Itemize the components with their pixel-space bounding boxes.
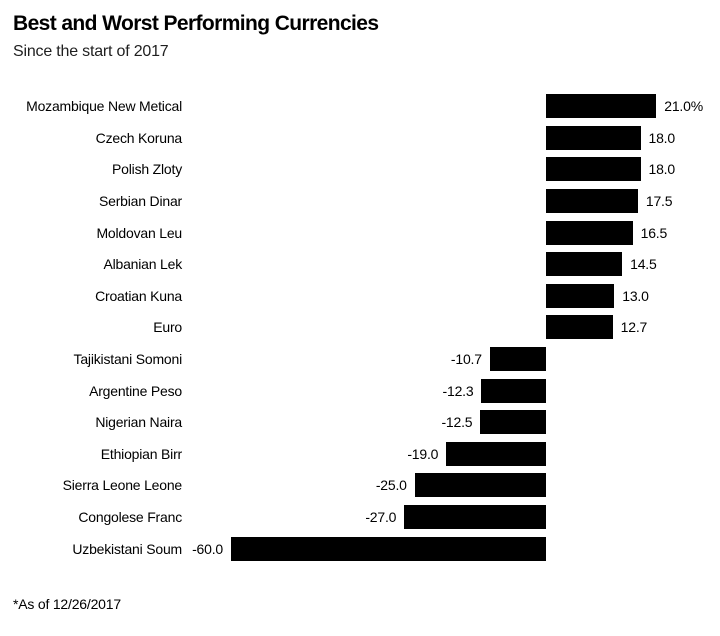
bar-row: Polish Zloty 18.0 — [0, 154, 720, 186]
bar — [546, 252, 623, 277]
bar-row: Serbian Dinar 17.5 — [0, 185, 720, 217]
value-label: 18.0 — [648, 161, 676, 178]
category-label: Albanian Lek — [103, 256, 182, 273]
category-label: Congolese Franc — [78, 509, 182, 526]
category-label: Tajikistani Somoni — [73, 351, 183, 368]
bar-chart-plot-area: Mozambique New Metical 21.0% Czech Koruna 1… — [0, 91, 720, 565]
bar — [404, 505, 546, 530]
category-label: Sierra Leone Leone — [62, 477, 183, 494]
bar — [481, 378, 546, 403]
bar — [546, 283, 615, 308]
value-label: 18.0 — [648, 129, 676, 146]
bar — [546, 94, 657, 119]
bar-row: Croatian Kuna 13.0 — [0, 280, 720, 312]
category-label: Polish Zloty — [112, 161, 182, 178]
bar — [480, 410, 546, 435]
value-label: 21.0% — [664, 98, 703, 115]
value-label: 16.5 — [640, 224, 668, 241]
category-label: Uzbekistani Soum — [72, 540, 182, 557]
value-label: -19.0 — [407, 445, 439, 462]
value-label: -27.0 — [365, 509, 397, 526]
bar-row: Euro 12.7 — [0, 312, 720, 344]
category-label: Nigerian Naira — [95, 414, 182, 431]
bar-row: Czech Koruna 18.0 — [0, 122, 720, 154]
category-label: Czech Koruna — [95, 129, 183, 146]
bar — [546, 157, 641, 182]
category-label: Serbian Dinar — [99, 193, 182, 210]
bar — [231, 536, 546, 561]
category-label: Moldovan Leu — [96, 224, 182, 241]
bar — [546, 125, 641, 150]
chart-subtitle: Since the start of 2017 — [13, 43, 169, 60]
bar-row: Ethiopian Birr -19.0 — [0, 438, 720, 470]
category-label: Ethiopian Birr — [100, 445, 182, 462]
bar — [489, 347, 546, 372]
value-label: -25.0 — [375, 477, 407, 494]
bar-row: Uzbekistani Soum -60.0 — [0, 533, 720, 565]
value-label: 14.5 — [630, 256, 657, 273]
bar — [414, 473, 546, 498]
footnote: *As of 12/26/2017 — [13, 596, 121, 612]
bar-row: Argentine Peso -12.3 — [0, 375, 720, 407]
value-label: -60.0 — [192, 540, 223, 557]
bar-row: Congolese Franc -27.0 — [0, 501, 720, 533]
bar-row: Nigerian Naira -12.5 — [0, 407, 720, 439]
value-label: -12.5 — [441, 414, 473, 431]
bar-row: Albanian Lek 14.5 — [0, 249, 720, 281]
value-label: -12.3 — [442, 382, 474, 399]
category-label: Argentine Peso — [89, 382, 182, 399]
value-label: -10.7 — [450, 351, 482, 368]
bar-row: Moldovan Leu 16.5 — [0, 217, 720, 249]
value-label: 13.0 — [622, 287, 649, 304]
bar-row: Sierra Leone Leone -25.0 — [0, 470, 720, 502]
chart-title: Best and Worst Performing Currencies — [13, 12, 379, 35]
category-label: Euro — [153, 319, 182, 336]
value-label: 12.7 — [620, 319, 648, 336]
value-label: 17.5 — [645, 193, 673, 210]
category-label: Croatian Kuna — [95, 287, 182, 304]
bar — [546, 220, 633, 245]
bar — [546, 189, 638, 214]
bar — [546, 315, 613, 340]
category-label: Mozambique New Metical — [26, 98, 182, 115]
bar — [446, 441, 546, 466]
bar-row: Tajikistani Somoni -10.7 — [0, 343, 720, 375]
bar-row: Mozambique New Metical 21.0% — [0, 91, 720, 123]
